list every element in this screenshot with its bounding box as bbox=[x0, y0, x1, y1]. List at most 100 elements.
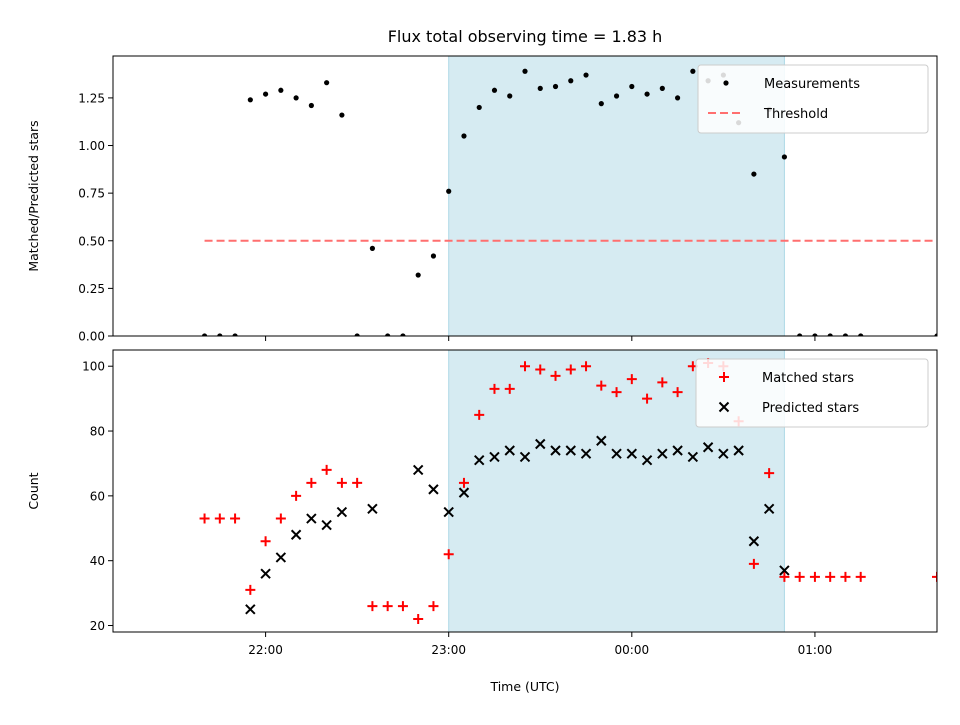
bottom-legend-label: Matched stars bbox=[762, 371, 854, 386]
predicted-stars-point bbox=[412, 464, 424, 476]
measurements-point bbox=[430, 253, 437, 259]
measurements-point bbox=[537, 85, 543, 91]
predicted-stars-point bbox=[275, 552, 287, 563]
matched-stars-point bbox=[809, 571, 820, 582]
top-legend-label: Threshold bbox=[763, 107, 828, 122]
predicted-stars-point bbox=[443, 506, 454, 518]
matched-stars-point bbox=[397, 601, 408, 612]
measurements-point bbox=[507, 93, 513, 99]
bottom-legend-swatch bbox=[718, 401, 730, 413]
measurements-point bbox=[797, 333, 803, 336]
measurements-point bbox=[354, 333, 360, 336]
top-y-tick-label: 1.00 bbox=[78, 139, 105, 153]
measurements-point bbox=[415, 272, 421, 278]
predicted-stars-point bbox=[245, 604, 256, 615]
top-y-axis-label: Matched/Predicted stars bbox=[26, 120, 41, 271]
predicted-stars-point bbox=[763, 503, 775, 515]
predicted-stars-point bbox=[641, 454, 653, 466]
matched-stars-point bbox=[626, 374, 637, 385]
matched-stars-point bbox=[306, 477, 317, 488]
measurements-point bbox=[674, 95, 681, 101]
measurements-point bbox=[262, 91, 269, 97]
measurements-point bbox=[842, 333, 849, 336]
measurements-point bbox=[324, 80, 330, 86]
top-panel: 0.00 0.25 0.50 0.75 1.00 1.25 Matched/Predicte… bbox=[26, 55, 938, 344]
predicted-stars-point bbox=[321, 519, 332, 531]
matched-stars-point bbox=[260, 536, 271, 547]
matched-stars-point bbox=[443, 549, 454, 560]
bottom-y-tick-label: 80 bbox=[90, 425, 105, 439]
measurements-point bbox=[446, 188, 452, 194]
bottom-axes-frame bbox=[112, 349, 938, 633]
top-axes-frame bbox=[112, 55, 938, 337]
top-legend-box bbox=[697, 64, 929, 134]
measurements-point bbox=[934, 333, 937, 336]
predicted-stars-point bbox=[458, 487, 470, 498]
matched-stars-point bbox=[214, 513, 225, 524]
matched-stars-point bbox=[596, 380, 607, 391]
matched-stars-point bbox=[581, 361, 592, 372]
matched-stars-point bbox=[855, 571, 866, 582]
measurements-point bbox=[781, 154, 788, 160]
predicted-stars-point bbox=[733, 445, 744, 456]
matched-stars-point bbox=[245, 584, 256, 595]
predicted-stars-point bbox=[504, 445, 515, 456]
predicted-stars-point bbox=[565, 445, 576, 456]
top-y-tick-label: 0.25 bbox=[78, 282, 105, 296]
measurements-point bbox=[690, 68, 696, 74]
predicted-stars-point bbox=[474, 454, 485, 466]
chart-title: Flux total observing time = 1.83 h bbox=[388, 27, 663, 46]
measurements-point bbox=[812, 333, 818, 336]
predicted-stars-point bbox=[748, 536, 760, 547]
predicted-stars-point bbox=[702, 442, 714, 453]
bottom-y-tick-label: 60 bbox=[90, 489, 105, 503]
x-axis-label: Time (UTC) bbox=[489, 679, 559, 694]
predicted-stars-point bbox=[611, 448, 622, 459]
top-y-tick-label: 0.75 bbox=[78, 187, 105, 201]
predicted-stars-point bbox=[626, 448, 638, 459]
matched-stars-point bbox=[764, 468, 775, 479]
predicted-stars-point bbox=[367, 503, 378, 515]
predicted-stars-point bbox=[657, 448, 668, 459]
matched-stars-point bbox=[474, 409, 485, 420]
bottom-y-tick-label: 100 bbox=[82, 360, 105, 374]
x-tick-label: 00:00 bbox=[615, 643, 650, 657]
matched-stars-point bbox=[550, 370, 561, 381]
measurements-point bbox=[201, 333, 208, 336]
measurements-point bbox=[278, 87, 284, 93]
measurements-point bbox=[476, 104, 482, 111]
matched-stars-point bbox=[840, 571, 851, 582]
x-tick-label: 22:00 bbox=[248, 643, 283, 657]
top-y-tick-label: 1.25 bbox=[78, 91, 105, 105]
bottom-legend-swatch bbox=[719, 372, 729, 382]
predicted-stars-point bbox=[580, 448, 592, 459]
measurements-point bbox=[659, 85, 665, 91]
top-y-tick-label: 0.00 bbox=[78, 330, 105, 344]
measurements-point bbox=[568, 78, 574, 84]
predicted-stars-point bbox=[428, 484, 439, 495]
bottom-series-group bbox=[199, 357, 937, 625]
measurements-point bbox=[232, 333, 238, 336]
measurements-point bbox=[400, 333, 406, 336]
bottom-panel: 20 40 60 80 100 22:00 23:00 00:00 01:00 Count Matc… bbox=[26, 349, 938, 657]
matched-stars-point bbox=[779, 571, 790, 582]
measurements-point bbox=[552, 83, 559, 90]
matched-stars-point bbox=[535, 364, 546, 375]
predicted-stars-point bbox=[779, 565, 790, 576]
bottom-y-tick-label: 40 bbox=[90, 554, 105, 568]
measurements-point bbox=[385, 333, 391, 336]
matched-stars-point bbox=[291, 490, 302, 501]
measurements-point bbox=[644, 91, 650, 97]
matched-stars-point bbox=[367, 601, 378, 612]
matched-stars-point bbox=[565, 364, 576, 375]
measurements-point bbox=[629, 83, 635, 90]
measurements-point bbox=[522, 68, 528, 74]
predicted-stars-point bbox=[596, 435, 607, 446]
matched-stars-point bbox=[275, 513, 286, 524]
predicted-stars-point bbox=[489, 451, 500, 463]
x-tick-label: 23:00 bbox=[431, 643, 466, 657]
measurements-point bbox=[613, 93, 620, 99]
matched-stars-point bbox=[672, 387, 683, 398]
matched-stars-point bbox=[642, 393, 653, 404]
